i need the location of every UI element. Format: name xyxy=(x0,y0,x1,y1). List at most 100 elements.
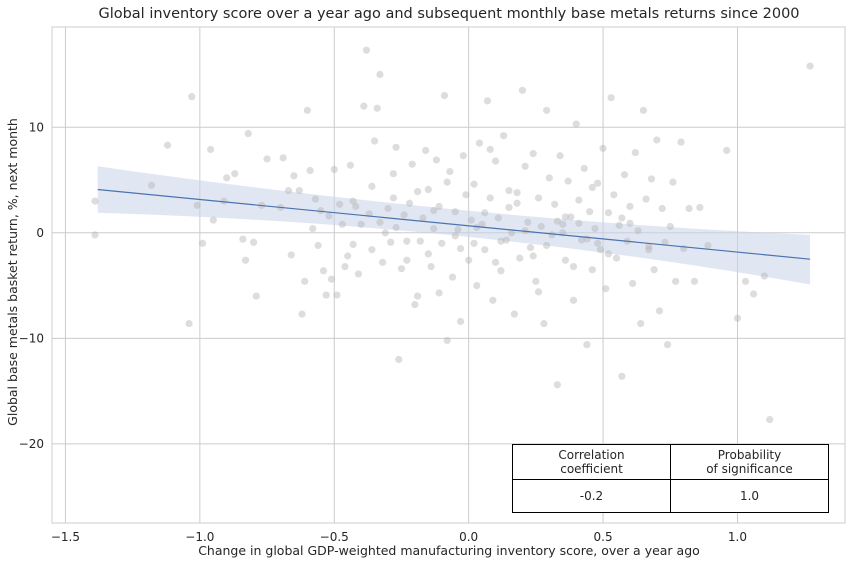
scatter-point xyxy=(629,279,637,288)
scatter-point xyxy=(435,289,443,297)
scatter-point xyxy=(303,106,311,114)
scatter-point xyxy=(516,254,524,262)
scatter-point xyxy=(392,143,400,151)
header-probability-text: Probability of significance xyxy=(706,448,793,476)
scatter-point xyxy=(604,250,613,258)
x-tick-label: −1.0 xyxy=(185,530,214,544)
scatter-point xyxy=(577,236,586,244)
scatter-point xyxy=(338,220,346,228)
scatter-point xyxy=(766,415,774,424)
scatter-point xyxy=(650,266,658,274)
scatter-point xyxy=(564,177,572,185)
scatter-point xyxy=(760,272,768,280)
scatter-point xyxy=(505,186,513,195)
scatter-point xyxy=(599,144,607,152)
scatter-point xyxy=(486,194,494,202)
scatter-point xyxy=(473,281,481,290)
scatter-point xyxy=(610,191,618,199)
scatter-point xyxy=(583,341,591,349)
scatter-point xyxy=(470,239,478,247)
scatter-point xyxy=(524,218,532,226)
scatter-point xyxy=(553,217,561,225)
y-tick-labels: −20 −10 0 10 xyxy=(19,120,44,451)
scatter-point xyxy=(537,222,545,231)
x-tick-label: 0.5 xyxy=(594,530,613,544)
scatter-point xyxy=(373,104,381,112)
scatter-point xyxy=(465,256,473,264)
scatter-point xyxy=(239,235,247,243)
scatter-point xyxy=(462,191,470,199)
scatter-point xyxy=(430,207,438,215)
scatter-point xyxy=(567,213,575,221)
scatter-point xyxy=(392,223,400,232)
scatter-point xyxy=(478,220,486,228)
scatter-point xyxy=(513,189,521,197)
scatter-point xyxy=(443,178,451,186)
scatter-point xyxy=(661,238,669,246)
scatter-point xyxy=(354,270,363,278)
scatter-point xyxy=(207,145,215,154)
scatter-point xyxy=(696,203,704,212)
scatter-point xyxy=(806,62,814,70)
scatter-point xyxy=(655,307,664,315)
scatter-point xyxy=(672,277,680,285)
scatter-point xyxy=(357,220,365,228)
scatter-point xyxy=(518,86,527,94)
scatter-point xyxy=(497,237,505,245)
scatter-point xyxy=(185,319,193,328)
scatter-point xyxy=(244,129,252,138)
scatter-point xyxy=(322,291,330,299)
scatter-point xyxy=(545,174,553,182)
scatter-point xyxy=(376,218,384,226)
scatter-point xyxy=(379,258,387,266)
scatter-point xyxy=(333,291,341,299)
scatter-point xyxy=(413,188,422,196)
x-tick-label: −0.5 xyxy=(320,530,349,544)
scatter-point xyxy=(645,246,653,254)
scatter-point xyxy=(287,251,295,259)
scatter-point xyxy=(653,136,661,144)
scatter-point xyxy=(446,167,454,176)
scatter-point xyxy=(403,256,411,264)
scatter-point xyxy=(645,242,653,251)
scatter-point xyxy=(475,139,484,147)
scatter-point xyxy=(666,222,674,231)
scatter-point xyxy=(198,239,207,247)
scatter-point xyxy=(370,137,379,145)
value-probability: 1.0 xyxy=(670,479,829,513)
scatter-point xyxy=(529,150,537,158)
scatter-point xyxy=(403,237,411,245)
scatter-point xyxy=(634,227,642,235)
scatter-point xyxy=(473,223,481,232)
scatter-point xyxy=(596,246,604,254)
scatter-point xyxy=(279,154,287,162)
x-tick-label: 0.0 xyxy=(459,530,478,544)
header-correlation: Correlation coefficient xyxy=(512,444,671,480)
scatter-point xyxy=(591,224,599,233)
scatter-point xyxy=(451,232,459,240)
scatter-point xyxy=(658,204,666,213)
scatter-point xyxy=(580,164,588,173)
scatter-point xyxy=(612,254,621,262)
scatter-point xyxy=(327,275,336,283)
y-tick-label: 0 xyxy=(36,226,44,240)
scatter-point xyxy=(440,91,449,100)
x-tick-label: 1.0 xyxy=(728,530,747,544)
scatter-point xyxy=(408,160,416,168)
scatter-point xyxy=(349,197,357,205)
scatter-point xyxy=(561,256,570,264)
scatter-point xyxy=(397,265,406,273)
scatter-point xyxy=(500,132,508,140)
scatter-point xyxy=(241,256,250,264)
scatter-point xyxy=(295,186,303,195)
scatter-point xyxy=(489,296,497,304)
scatter-point xyxy=(494,214,502,222)
scatter-point xyxy=(430,224,438,233)
scatter-point xyxy=(411,300,419,309)
header-probability: Probability of significance xyxy=(670,444,829,480)
scatter-point xyxy=(618,372,626,380)
header-correlation-text: Correlation coefficient xyxy=(558,448,625,476)
x-axis-label: Change in global GDP-weighted manufactur… xyxy=(198,543,700,558)
scatter-point xyxy=(548,231,556,239)
scatter-point xyxy=(252,292,260,300)
